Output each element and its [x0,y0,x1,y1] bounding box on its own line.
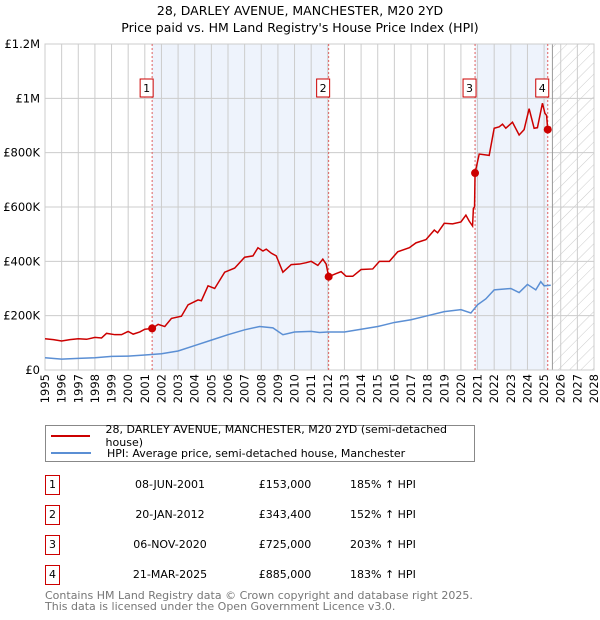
x-tick-label: 2015 [371,374,385,403]
x-tick-label: 1995 [38,374,52,403]
annotation-label: 2 [320,82,327,95]
x-tick-label: 2028 [587,374,600,403]
sale-point [471,169,480,178]
x-tick-label: 2001 [138,374,152,403]
transaction-date: 06-NOV-2020 [133,538,207,551]
series-line [44,280,551,360]
y-tick-label: £1.2M [4,37,40,51]
x-tick-label: 2010 [288,374,302,403]
annotation-label: 1 [143,82,150,95]
x-tick-label: 1999 [105,374,119,403]
x-tick-label: 2020 [454,374,468,403]
transaction-row: 2 20-JAN-2012 £343,400 152% ↑ HPI [45,505,465,525]
sale-point [148,324,157,333]
annotation-box [535,78,550,98]
x-tick-label: 2027 [570,374,584,403]
plot-frame [44,43,595,371]
sale-point [324,272,333,281]
x-tick-label: 2002 [154,374,168,403]
transaction-hpi: 185% ↑ HPI [350,478,416,491]
y-tick-label: £200K [3,309,40,323]
annotation-label: 4 [539,82,546,95]
legend: 28, DARLEY AVENUE, MANCHESTER, M20 2YD (… [45,423,475,462]
x-tick-label: 2018 [421,374,435,403]
legend-label: 28, DARLEY AVENUE, MANCHESTER, M20 2YD (… [105,423,448,449]
x-tick-label: 2009 [271,374,285,403]
series-line [44,103,552,342]
chart-title: 28, DARLEY AVENUE, MANCHESTER, M20 2YD [156,3,444,18]
y-tick-label: £0 [25,363,40,377]
x-tick-label: 2024 [520,374,534,403]
transaction-row: 4 21-MAR-2025 £885,000 183% ↑ HPI [45,565,465,585]
legend-item-property: 28, DARLEY AVENUE, MANCHESTER, M20 2YD (… [46,423,474,449]
transaction-number: 1 [45,475,60,495]
transaction-hpi: 203% ↑ HPI [350,538,416,551]
chart-subtitle: Price paid vs. HM Land Registry's House … [121,20,479,35]
price-chart: 1995 1996 1997 1998 1999 2000 2001 2002 2003 2004… [3,37,600,403]
transaction-number: 4 [45,565,60,585]
annotation-box [139,78,154,98]
x-tick-label: 2023 [504,374,518,403]
y-tick-label: £1M [15,91,40,105]
legend-label: HPI: Average price, semi-detached house,… [107,446,406,460]
x-tick-label: 2012 [321,374,335,403]
transaction-date: 21-MAR-2025 [132,568,208,581]
y-tick-label: £800K [3,146,40,160]
x-tick-label: 2019 [437,374,451,403]
transaction-row: 3 06-NOV-2020 £725,000 203% ↑ HPI [45,535,465,555]
transaction-price: £885,000 [258,568,312,581]
x-tick-label: 2022 [487,374,501,403]
x-tick-label: 2005 [204,374,218,403]
annotation-box [316,78,331,98]
x-tick-label: 2026 [554,374,568,403]
annotation-box [462,78,477,98]
x-tick-label: 2000 [121,374,135,403]
annotation-label: 3 [466,82,473,95]
x-tick-label: 2021 [471,374,485,403]
transaction-date: 08-JUN-2001 [134,478,206,491]
x-tick-label: 2007 [238,374,252,403]
y-tick-label: £400K [3,254,40,268]
transaction-price: £343,400 [258,508,312,521]
x-tick-label: 2003 [171,374,185,403]
x-tick-label: 2006 [221,374,235,403]
transaction-price: £725,000 [258,538,312,551]
sale-point [543,125,552,134]
x-tick-label: 2004 [188,374,202,403]
transaction-date: 20-JAN-2012 [135,508,205,521]
x-tick-label: 2014 [354,374,368,403]
x-tick-label: 1998 [88,374,102,403]
legend-swatch-blue [51,452,91,454]
legend-swatch-red [51,435,90,437]
x-tick-label: 1996 [55,374,69,403]
footer-copyright: Contains HM Land Registry data © Crown c… [45,589,473,602]
footer-licence: This data is licensed under the Open Gov… [45,600,396,613]
transaction-row: 1 08-JUN-2001 £153,000 185% ↑ HPI [45,475,465,495]
transaction-price: £153,000 [258,478,312,491]
x-tick-label: 2016 [387,374,401,403]
x-tick-label: 2017 [404,374,418,403]
x-tick-label: 2025 [537,374,551,403]
y-tick-label: £600K [3,200,40,214]
x-tick-label: 2013 [337,374,351,403]
legend-item-hpi: HPI: Average price, semi-detached house,… [46,445,405,461]
transaction-number: 3 [45,535,60,555]
x-tick-label: 2008 [254,374,268,403]
transaction-hpi: 152% ↑ HPI [350,508,416,521]
x-tick-label: 2011 [304,374,318,403]
x-tick-label: 1997 [71,374,85,403]
transaction-hpi: 183% ↑ HPI [350,568,416,581]
transaction-number: 2 [45,505,60,525]
